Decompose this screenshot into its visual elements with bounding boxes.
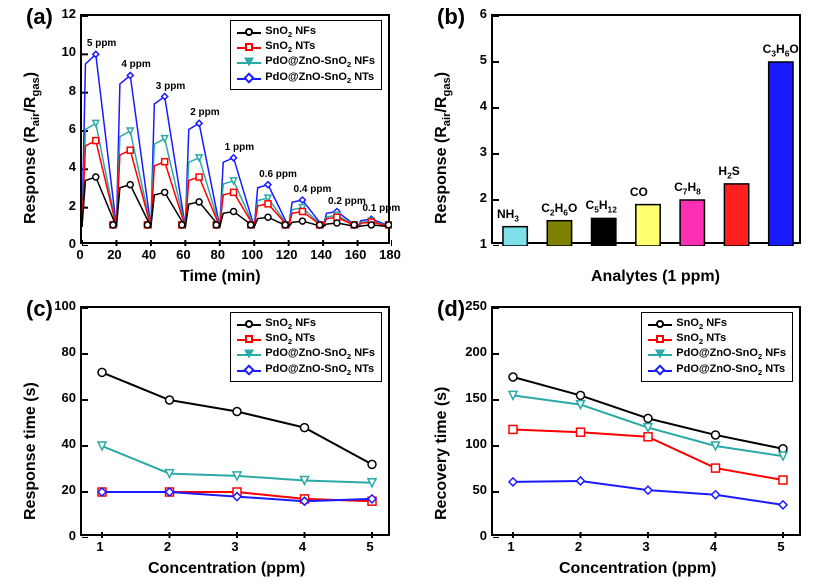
tick: 20 — [99, 247, 129, 262]
tick: 2 — [457, 190, 487, 205]
bar-category: C7H8 — [674, 180, 701, 196]
ppm-annotation: 1 ppm — [225, 142, 254, 153]
panel-c-chart: SnO2 NFsSnO2 NTsPdO@ZnO-SnO2 NFs PdO@ZnO-… — [80, 306, 390, 536]
tick: 4 — [46, 159, 76, 174]
tick: 2 — [46, 198, 76, 213]
panel-a-xlabel: Time (min) — [180, 268, 261, 286]
legend-item: PdO@ZnO-SnO2 NTs — [237, 363, 375, 377]
tick: 4 — [699, 539, 729, 554]
panel-d: (d) SnO2 NFsSnO2 NTsPdO@ZnO-SnO2 NFsPdO@… — [411, 292, 822, 584]
tick: 6 — [46, 121, 76, 136]
bar-category: C2H6O — [541, 201, 577, 217]
ppm-annotation: 3 ppm — [156, 81, 185, 92]
tick: 50 — [457, 482, 487, 497]
tick: 6 — [457, 6, 487, 21]
panel-d-xlabel: Concentration (ppm) — [559, 560, 716, 578]
bar-category: H2S — [718, 164, 739, 180]
panel-b-svg — [493, 16, 803, 246]
tick: 0 — [46, 528, 76, 543]
tick: 12 — [46, 6, 76, 21]
tick: 20 — [46, 482, 76, 497]
panel-a-legend: SnO2 NFsSnO2 NTsPdO@ZnO-SnO2 NFs PdO@ZnO-… — [230, 20, 382, 90]
panel-b-ylabel: Response (Rair/Rgas) — [433, 72, 453, 224]
ppm-annotation: 4 ppm — [121, 59, 150, 70]
panel-d-chart: SnO2 NFsSnO2 NTsPdO@ZnO-SnO2 NFs PdO@ZnO-… — [491, 306, 801, 536]
tick: 150 — [457, 390, 487, 405]
tick: 120 — [272, 247, 302, 262]
tick: 5 — [355, 539, 385, 554]
bar-category: C5H12 — [586, 198, 617, 214]
ppm-annotation: 0.1 ppm — [362, 203, 400, 214]
tick: 4 — [288, 539, 318, 554]
tick: 40 — [134, 247, 164, 262]
bar-category: C3H6O — [763, 42, 799, 58]
tick: 5 — [457, 52, 487, 67]
bar-category: CO — [630, 185, 648, 199]
tick: 1 — [457, 236, 487, 251]
legend-item: SnO2 NFs — [648, 317, 786, 331]
ppm-annotation: 5 ppm — [87, 38, 116, 49]
panel-b-xlabel: Analytes (1 ppm) — [591, 268, 720, 286]
tick: 100 — [237, 247, 267, 262]
tick: 60 — [46, 390, 76, 405]
panel-d-legend: SnO2 NFsSnO2 NTsPdO@ZnO-SnO2 NFs PdO@ZnO-… — [641, 312, 793, 382]
ppm-annotation: 0.6 ppm — [259, 169, 297, 180]
panel-a: (a) SnO2 NFsSnO2 NTsPdO@ZnO-SnO2 NFsPdO@… — [0, 0, 411, 292]
tick: 5 — [766, 539, 796, 554]
panel-c-legend: SnO2 NFsSnO2 NTsPdO@ZnO-SnO2 NFs PdO@ZnO-… — [230, 312, 382, 382]
legend-item: SnO2 NFs — [237, 317, 375, 331]
legend-item: SnO2 NTs — [648, 332, 786, 346]
legend-item: SnO2 NFs — [237, 25, 375, 39]
tick: 10 — [46, 44, 76, 59]
tick: 200 — [457, 344, 487, 359]
tick: 80 — [203, 247, 233, 262]
tick: 0 — [46, 236, 76, 251]
tick: 3 — [220, 539, 250, 554]
bar-category: NH3 — [497, 207, 519, 223]
tick: 1 — [496, 539, 526, 554]
panel-a-chart: SnO2 NFsSnO2 NTsPdO@ZnO-SnO2 NFs PdO@ZnO-… — [80, 14, 390, 244]
panel-a-ylabel: Response (Rair/Rgas) — [22, 72, 42, 224]
panel-c-ylabel: Response time (s) — [22, 382, 40, 520]
tick: 250 — [457, 298, 487, 313]
tick: 8 — [46, 83, 76, 98]
tick: 4 — [457, 98, 487, 113]
tick: 100 — [46, 298, 76, 313]
tick: 40 — [46, 436, 76, 451]
legend-item: PdO@ZnO-SnO2 NFs — [237, 347, 375, 361]
tick: 60 — [168, 247, 198, 262]
legend-item: PdO@ZnO-SnO2 NTs — [237, 71, 375, 85]
tick: 3 — [631, 539, 661, 554]
panel-c-xlabel: Concentration (ppm) — [148, 560, 305, 578]
tick: 180 — [375, 247, 405, 262]
panel-b-chart — [491, 14, 801, 244]
tick: 0 — [457, 528, 487, 543]
legend-item: SnO2 NTs — [237, 332, 375, 346]
ppm-annotation: 2 ppm — [190, 107, 219, 118]
legend-item: PdO@ZnO-SnO2 NTs — [648, 363, 786, 377]
ppm-annotation: 0.2 ppm — [328, 196, 366, 207]
panel-c: (c) SnO2 NFsSnO2 NTsPdO@ZnO-SnO2 NFsPdO@… — [0, 292, 411, 584]
tick: 160 — [341, 247, 371, 262]
legend-item: PdO@ZnO-SnO2 NFs — [237, 55, 375, 69]
tick: 140 — [306, 247, 336, 262]
panel-d-ylabel: Recovery time (s) — [433, 387, 451, 520]
panel-b: (b) Response (Rair/Rgas) Analytes (1 ppm… — [411, 0, 822, 292]
legend-item: PdO@ZnO-SnO2 NFs — [648, 347, 786, 361]
tick: 2 — [153, 539, 183, 554]
tick: 1 — [85, 539, 115, 554]
tick: 80 — [46, 344, 76, 359]
tick: 2 — [564, 539, 594, 554]
tick: 3 — [457, 144, 487, 159]
ppm-annotation: 0.4 ppm — [294, 184, 332, 195]
tick: 100 — [457, 436, 487, 451]
legend-item: SnO2 NTs — [237, 40, 375, 54]
